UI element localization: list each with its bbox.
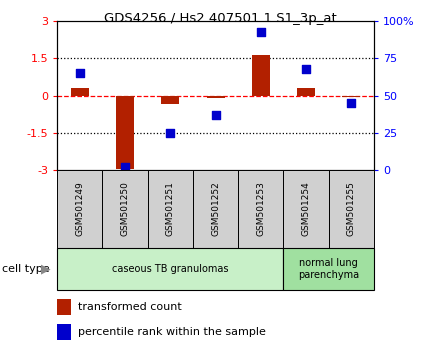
Bar — [116, 96, 134, 169]
Bar — [329, 170, 374, 248]
Point — [348, 100, 355, 106]
Text: GSM501250: GSM501250 — [121, 181, 130, 236]
Bar — [238, 170, 283, 248]
Bar — [283, 170, 329, 248]
Text: transformed count: transformed count — [78, 302, 182, 313]
Bar — [161, 96, 180, 103]
Bar — [342, 96, 360, 97]
Bar — [252, 56, 270, 96]
Text: GDS4256 / Hs2.407501.1.S1_3p_at: GDS4256 / Hs2.407501.1.S1_3p_at — [104, 12, 336, 25]
Bar — [193, 170, 238, 248]
Point — [212, 112, 219, 118]
Text: ▶: ▶ — [41, 263, 51, 275]
Text: GSM501253: GSM501253 — [257, 181, 265, 236]
Point — [167, 130, 174, 136]
Point — [303, 66, 310, 72]
Text: caseous TB granulomas: caseous TB granulomas — [112, 264, 229, 274]
Bar — [206, 96, 225, 98]
Text: normal lung
parenchyma: normal lung parenchyma — [298, 258, 359, 280]
Bar — [148, 170, 193, 248]
Text: percentile rank within the sample: percentile rank within the sample — [78, 327, 266, 337]
Bar — [57, 299, 71, 315]
Bar — [71, 88, 89, 96]
Text: GSM501252: GSM501252 — [211, 182, 220, 236]
Text: GSM501254: GSM501254 — [301, 182, 311, 236]
Bar — [57, 324, 71, 340]
Bar — [297, 88, 315, 96]
Text: GSM501251: GSM501251 — [166, 181, 175, 236]
Bar — [103, 170, 148, 248]
Text: GSM501249: GSM501249 — [75, 182, 84, 236]
Point — [257, 29, 264, 34]
Point — [121, 164, 128, 170]
Bar — [283, 248, 374, 290]
Text: cell type: cell type — [2, 264, 50, 274]
Bar — [57, 170, 103, 248]
Point — [76, 70, 83, 76]
Text: GSM501255: GSM501255 — [347, 181, 356, 236]
Bar — [57, 248, 283, 290]
